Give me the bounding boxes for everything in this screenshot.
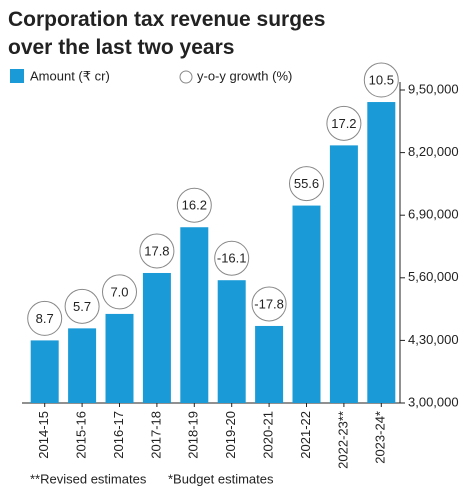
bar: [217, 280, 246, 403]
x-tick-label: 2017-18: [148, 411, 163, 459]
growth-marker: [139, 233, 175, 269]
growth-marker: [102, 274, 137, 310]
x-tick-label: 2019-20: [223, 411, 238, 459]
growth-label: 7.0: [110, 284, 128, 299]
growth-label: -17.8: [254, 296, 284, 311]
x-tick-label: 2015-16: [74, 411, 89, 459]
legend-label: Amount (₹ cr): [30, 68, 110, 83]
bar: [68, 328, 97, 403]
bar: [30, 340, 59, 403]
x-tick-label: 2018-19: [186, 411, 201, 459]
growth-marker: [326, 105, 362, 141]
legend-swatch: [10, 69, 24, 83]
growth-marker: [64, 288, 100, 324]
growth-label: 5.7: [73, 299, 91, 314]
growth-marker: [214, 240, 250, 276]
growth-marker: [176, 187, 212, 223]
growth-marker: [289, 166, 324, 202]
y-tick-label: 9,50,000: [408, 81, 459, 96]
bar: [329, 145, 358, 403]
growth-label: 10.5: [369, 72, 394, 87]
bar: [105, 313, 134, 403]
x-tick-label: 2014-15: [36, 411, 51, 459]
growth-label: 17.8: [144, 243, 169, 258]
bar: [180, 227, 209, 403]
growth-marker: [363, 62, 399, 98]
y-tick-label: 3,00,000: [408, 394, 459, 409]
x-tick-label: 2023-24*: [373, 411, 388, 464]
footnote: **Revised estimates: [30, 471, 147, 486]
y-tick-label: 4,30,000: [408, 332, 459, 347]
bar: [367, 102, 396, 404]
bar: [292, 205, 321, 403]
legend-label: y-o-y growth (%): [197, 68, 292, 83]
growth-label: 17.2: [331, 116, 356, 131]
chart-title: Corporation tax revenue surges over the …: [8, 8, 326, 59]
growth-marker: [27, 300, 63, 336]
bar: [255, 325, 284, 403]
y-tick-label: 8,20,000: [408, 144, 459, 159]
growth-label: 16.2: [182, 198, 207, 213]
growth-label: 8.7: [36, 311, 54, 326]
growth-label: -16.1: [217, 251, 247, 266]
y-tick-label: 6,90,000: [408, 207, 459, 222]
legend-symbol: [179, 70, 193, 84]
x-tick-label: 2021-22: [298, 411, 313, 459]
y-tick-label: 5,60,000: [408, 269, 459, 284]
x-tick-label: 2020-21: [261, 411, 276, 459]
x-tick-label: 2016-17: [111, 411, 126, 459]
bar: [142, 272, 171, 403]
growth-label: 55.6: [294, 176, 319, 191]
footnote: *Budget estimates: [168, 471, 274, 486]
x-tick-label: 2022-23**: [335, 411, 350, 469]
growth-marker: [251, 286, 287, 322]
